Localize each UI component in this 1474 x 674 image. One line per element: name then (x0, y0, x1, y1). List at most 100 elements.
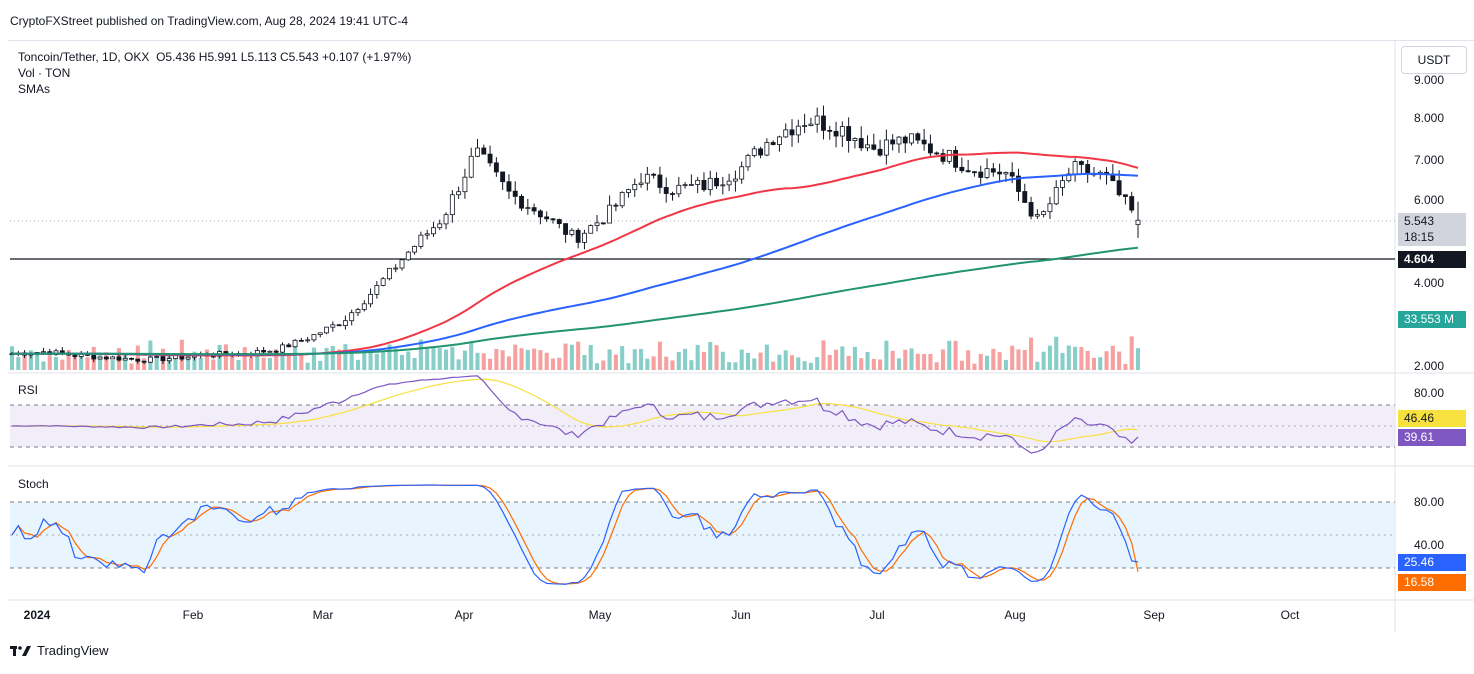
volume-bar (488, 358, 493, 370)
volume-bar (789, 355, 795, 370)
candle-body (839, 126, 845, 137)
volume-bar (28, 350, 33, 370)
volume-bar (972, 363, 977, 370)
volume-bar (330, 345, 335, 370)
candle-body (286, 344, 292, 348)
candle-body (921, 139, 927, 145)
x-axis-label: Apr (454, 608, 474, 622)
volume-bar (1104, 351, 1109, 370)
candle-body (1034, 214, 1040, 217)
candle-body (965, 170, 971, 173)
chart-frame (8, 40, 1474, 633)
candle-body (821, 115, 826, 131)
candle-body (588, 225, 594, 234)
candle-body (135, 358, 141, 362)
rsi-line (11, 375, 1139, 454)
candle-body (940, 153, 946, 162)
candle-body (185, 356, 191, 360)
volume-bar (940, 349, 946, 370)
volume-bar (701, 351, 706, 370)
tradingview-brand[interactable]: TradingView (10, 643, 109, 658)
volume-bar (41, 361, 46, 370)
volume-bar (1022, 349, 1027, 370)
volume-bar (720, 351, 725, 370)
stoch-lines (11, 484, 1139, 585)
candle-body (154, 356, 160, 358)
volume-bar (903, 349, 908, 370)
volume-bar (651, 356, 656, 370)
volume-bar (783, 350, 788, 370)
candle-body (695, 179, 701, 185)
candle-body (317, 332, 323, 335)
candle-body (122, 357, 128, 361)
candle-body (802, 125, 808, 127)
x-axis-label: Jul (869, 608, 885, 622)
candle-body (267, 350, 273, 353)
volume-bar (355, 359, 361, 370)
volume-bar (506, 356, 511, 370)
x-axis-label: 2024 (23, 608, 51, 622)
volume-bar (852, 346, 857, 370)
volume-bar (639, 348, 644, 370)
candle-body (871, 144, 877, 150)
candle-body (865, 144, 870, 149)
x-axis-label: Jun (731, 608, 751, 622)
candle-body (972, 171, 977, 174)
volume-bar (1047, 345, 1052, 370)
candles (9, 105, 1141, 365)
candle-body (764, 142, 770, 156)
candle-body (41, 351, 46, 354)
volume-bar (72, 356, 77, 370)
volume-bar (387, 344, 392, 370)
candle-body (883, 139, 889, 156)
volume-bar (620, 346, 625, 370)
candle-body (701, 179, 707, 191)
volume-bar (1123, 364, 1128, 370)
candle-body (544, 216, 550, 220)
volume-bar (362, 351, 367, 370)
volume-bar (135, 345, 140, 370)
x-axis-label: Mar (312, 608, 334, 622)
stoch-d-tag: 16.58 (1398, 574, 1466, 591)
candle-body (1047, 203, 1053, 213)
volume-bar (626, 363, 631, 370)
volume-bar (884, 340, 889, 370)
candle-body (380, 278, 386, 286)
candle-body (103, 356, 109, 360)
price-axis-label: 6.000 (1413, 193, 1444, 207)
candle-body (909, 133, 914, 144)
volume-bar (613, 354, 618, 370)
volume-bar (928, 353, 933, 370)
candle-body (833, 130, 839, 137)
volume-bar (249, 357, 254, 370)
candle-body (336, 324, 342, 327)
volume-bar (22, 351, 27, 370)
candle-body (827, 129, 833, 132)
volume-bar (381, 351, 386, 370)
candle-body (770, 142, 776, 145)
candle-body (688, 184, 694, 186)
volume-bar (525, 349, 530, 370)
candle-body (166, 358, 172, 362)
currency-button[interactable]: USDT (1401, 46, 1467, 74)
candle-body (330, 324, 336, 328)
volume-bar (9, 346, 15, 370)
price-axis-label: 2.000 (1413, 359, 1444, 373)
x-axis-label: Oct (1280, 608, 1300, 622)
candle-body (147, 356, 153, 363)
volume-bar (1035, 361, 1040, 370)
volume-bar (966, 350, 971, 370)
volume-bar (513, 344, 518, 370)
volume-bar (821, 340, 826, 370)
volume-legend: Vol · TON (18, 66, 71, 80)
rsi-axis-label: 80.00 (1413, 386, 1444, 400)
volume-bar (632, 349, 637, 370)
candle-body (953, 149, 959, 168)
candle-body (613, 204, 619, 207)
volume-bar (827, 354, 832, 370)
x-axis-label: May (588, 608, 612, 622)
volume-bar (293, 343, 298, 370)
level-tag: 4.604 (1398, 251, 1466, 268)
volume-bar (123, 354, 128, 370)
